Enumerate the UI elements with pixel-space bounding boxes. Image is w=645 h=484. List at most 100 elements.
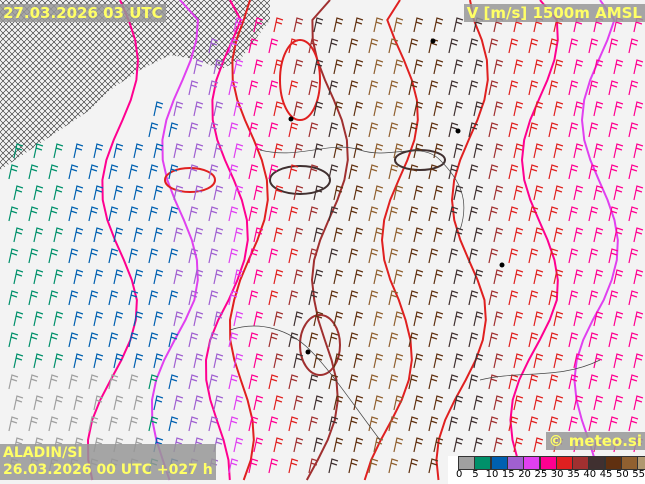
wind-barb	[193, 353, 204, 369]
wind-barb	[368, 206, 379, 222]
wind-barb	[273, 269, 284, 285]
wind-barb	[93, 227, 104, 243]
wind-barb	[353, 17, 364, 33]
wind-barb	[313, 143, 324, 159]
wind-barb	[248, 248, 259, 264]
wind-barb	[368, 248, 379, 264]
wind-barb	[348, 80, 359, 96]
wind-barb	[268, 416, 279, 432]
wind-barb	[513, 269, 524, 285]
wind-barb	[293, 59, 304, 75]
wind-barb	[408, 80, 419, 96]
wind-barb	[628, 332, 639, 348]
wind-barb	[468, 122, 479, 138]
wind-barb	[253, 143, 264, 159]
wind-barb	[633, 269, 644, 285]
wind-barb	[148, 332, 159, 348]
wind-barb	[233, 59, 244, 75]
wind-barb	[273, 437, 284, 453]
wind-barb	[548, 38, 559, 54]
wind-barb	[233, 311, 244, 327]
wind-barb	[608, 122, 619, 138]
wind-barb	[193, 227, 204, 243]
wind-barb	[88, 206, 99, 222]
wind-barb	[253, 227, 264, 243]
wind-barb	[233, 353, 244, 369]
wind-barb	[288, 458, 299, 474]
wind-barb	[488, 374, 499, 390]
wind-barb	[48, 290, 59, 306]
wind-barb	[28, 164, 39, 180]
wind-barb	[128, 416, 139, 432]
wind-barb	[33, 269, 44, 285]
wind-barb	[313, 185, 324, 201]
wind-barb	[153, 227, 164, 243]
wind-barb	[313, 395, 324, 411]
wind-barb	[533, 143, 544, 159]
wind-barb	[393, 395, 404, 411]
legend-tick: 5	[472, 469, 479, 480]
wind-barb	[108, 374, 119, 390]
wind-barb	[508, 332, 519, 348]
wind-barb	[213, 101, 224, 117]
wind-barb	[488, 122, 499, 138]
wind-barb	[208, 80, 219, 96]
wind-barb	[608, 38, 619, 54]
isotach-contour	[279, 39, 321, 121]
wind-barb	[493, 143, 504, 159]
wind-barb	[153, 353, 164, 369]
wind-barb	[593, 269, 604, 285]
wind-barb	[213, 395, 224, 411]
wind-barb	[53, 353, 64, 369]
wind-barb	[328, 248, 339, 264]
wind-barb	[633, 101, 644, 117]
wind-barb	[588, 164, 599, 180]
wind-barb	[188, 332, 199, 348]
wind-barb	[473, 185, 484, 201]
wind-barb	[548, 122, 559, 138]
wind-barb	[68, 206, 79, 222]
wind-barb	[353, 311, 364, 327]
wind-barb	[168, 164, 179, 180]
wind-barb	[313, 269, 324, 285]
wind-barb	[528, 206, 539, 222]
wind-barb	[293, 17, 304, 33]
wind-barb	[273, 59, 284, 75]
legend-swatch	[458, 456, 475, 470]
wind-barb	[348, 248, 359, 264]
wind-barb	[533, 269, 544, 285]
wind-barb	[488, 164, 499, 180]
wind-barb	[208, 206, 219, 222]
legend-tick: 30	[550, 469, 564, 480]
wind-barb	[348, 38, 359, 54]
valid-time-label: 27.03.2026 03 UTC	[0, 4, 166, 22]
wind-barb	[313, 59, 324, 75]
wind-barb	[228, 164, 239, 180]
wind-barb	[433, 437, 444, 453]
wind-barb	[113, 185, 124, 201]
wind-barb	[388, 374, 399, 390]
wind-barb	[353, 101, 364, 117]
wind-barb	[48, 374, 59, 390]
wind-barb	[8, 416, 19, 432]
wind-barb	[48, 332, 59, 348]
wind-barb	[573, 185, 584, 201]
wind-barb	[308, 80, 319, 96]
wind-barb	[173, 269, 184, 285]
wind-barb	[368, 332, 379, 348]
wind-barb	[448, 290, 459, 306]
wind-barb	[188, 122, 199, 138]
wind-barb	[408, 122, 419, 138]
wind-barb	[148, 416, 159, 432]
wind-barb	[468, 38, 479, 54]
wind-barb	[93, 395, 104, 411]
wind-barb	[208, 122, 219, 138]
wind-barb	[253, 101, 264, 117]
wind-barb	[513, 437, 524, 453]
wind-barb	[173, 101, 184, 117]
wind-barb	[393, 185, 404, 201]
wind-barb	[408, 332, 419, 348]
wind-barb	[308, 290, 319, 306]
wind-barb	[508, 290, 519, 306]
wind-barb	[368, 458, 379, 474]
